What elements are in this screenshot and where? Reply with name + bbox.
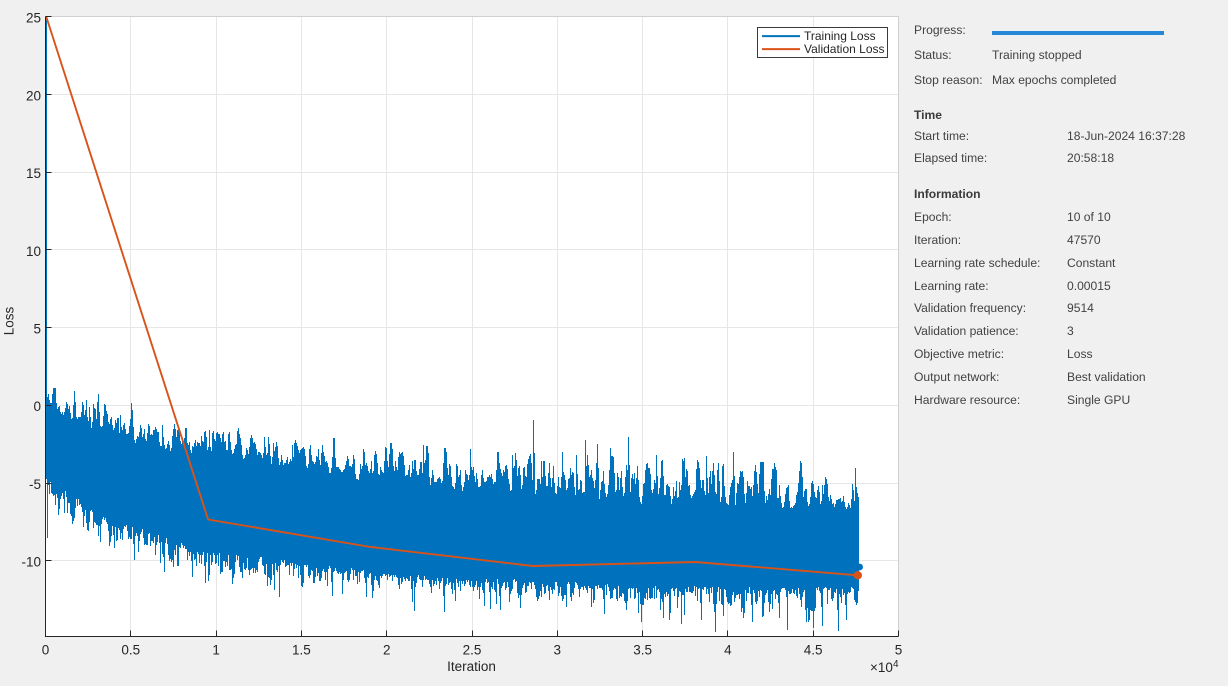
svg-text:25: 25 — [26, 11, 41, 26]
svg-text:20: 20 — [26, 88, 41, 103]
svg-text:1.5: 1.5 — [292, 643, 311, 658]
svg-text:×104: ×104 — [870, 659, 899, 675]
svg-text:Loss: Loss — [2, 306, 17, 335]
svg-text:3.5: 3.5 — [633, 643, 652, 658]
svg-text:0: 0 — [42, 643, 50, 658]
svg-text:0.5: 0.5 — [121, 643, 140, 658]
svg-text:15: 15 — [26, 166, 41, 181]
svg-text:1: 1 — [212, 643, 220, 658]
svg-text:4: 4 — [724, 643, 732, 658]
svg-text:4.5: 4.5 — [804, 643, 823, 658]
svg-text:2: 2 — [383, 643, 391, 658]
svg-text:0: 0 — [33, 399, 41, 414]
svg-text:2.5: 2.5 — [463, 643, 482, 658]
svg-text:10: 10 — [26, 244, 41, 259]
svg-text:5: 5 — [895, 643, 903, 658]
svg-text:3: 3 — [554, 643, 562, 658]
svg-text:-10: -10 — [21, 555, 41, 570]
svg-text:5: 5 — [33, 322, 41, 337]
svg-text:-5: -5 — [29, 477, 41, 492]
svg-text:Iteration: Iteration — [447, 659, 496, 674]
